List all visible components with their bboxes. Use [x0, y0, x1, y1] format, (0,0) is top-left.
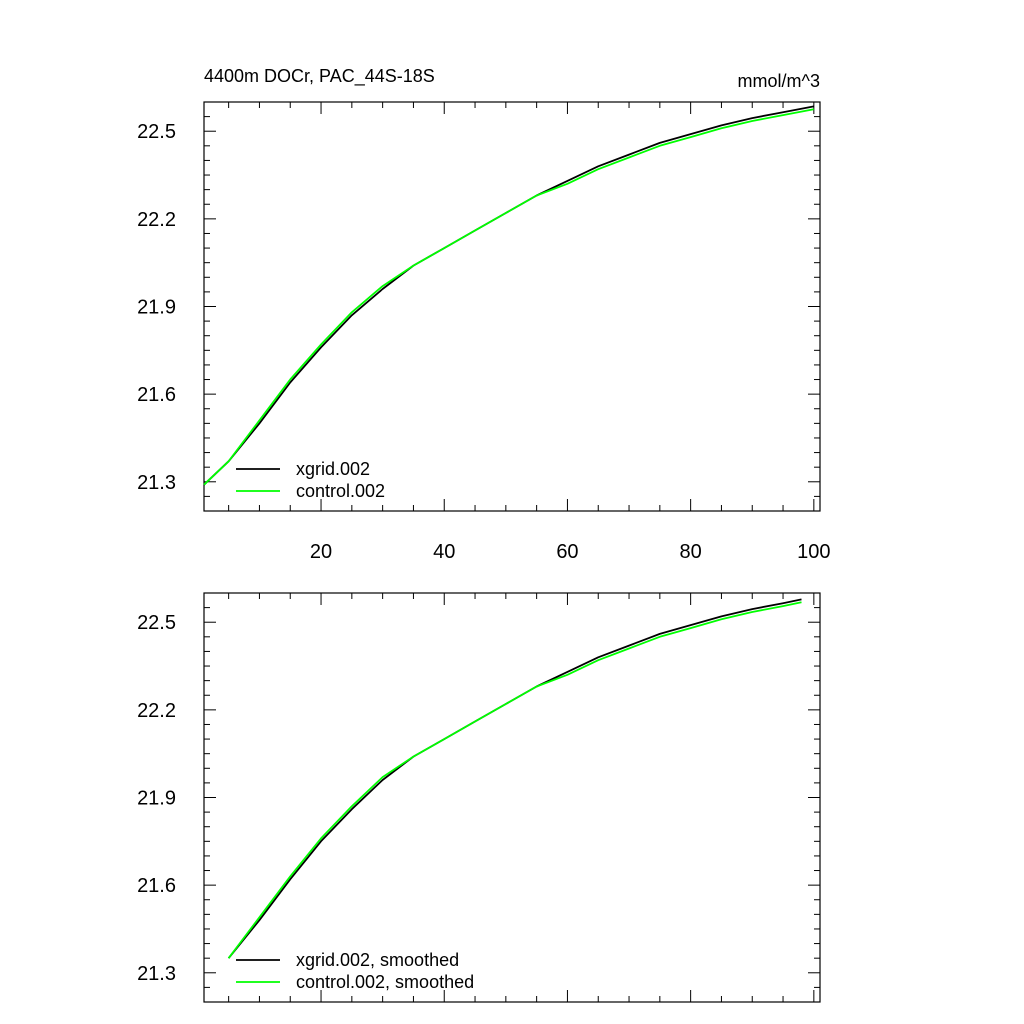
- y-tick-label: 22.2: [137, 209, 176, 231]
- legend-label: control.002: [296, 481, 385, 501]
- y-tick-label: 21.6: [137, 384, 176, 406]
- chart-units: mmol/m^3: [738, 71, 820, 91]
- x-tick-label: 80: [680, 541, 702, 563]
- x-tick-label: 40: [433, 541, 455, 563]
- panel-top: 21.3 21.6 21.9 22.2 22.5 20 40 60 80 100 xgrid.002…: [137, 101, 831, 563]
- legend-label: control.002, smoothed: [296, 972, 474, 992]
- x-tick-label: 100: [797, 541, 830, 563]
- x-tick-label: 20: [310, 541, 332, 563]
- x-tick-label: 60: [556, 541, 578, 563]
- y-tick-label: 21.6: [137, 875, 176, 897]
- y-tick-label: 22.5: [137, 121, 176, 143]
- legend-label: xgrid.002: [296, 459, 370, 479]
- y-tick-label: 21.9: [137, 788, 176, 810]
- legend-label: xgrid.002, smoothed: [296, 950, 459, 970]
- series-line-control: [203, 108, 814, 486]
- y-tick-label: 21.3: [137, 472, 176, 494]
- panel-bottom: 21.3 21.6 21.9 22.2 22.5 xgrid.002, smoothedc…: [137, 592, 821, 1003]
- chart-title: 4400m DOCr, PAC_44S-18S: [204, 66, 435, 87]
- y-tick-label: 22.5: [137, 612, 176, 634]
- y-tick-label: 22.2: [137, 700, 176, 722]
- y-tick-label: 21.3: [137, 963, 176, 985]
- y-tick-label: 21.9: [137, 297, 176, 319]
- series-line-control: [227, 601, 802, 959]
